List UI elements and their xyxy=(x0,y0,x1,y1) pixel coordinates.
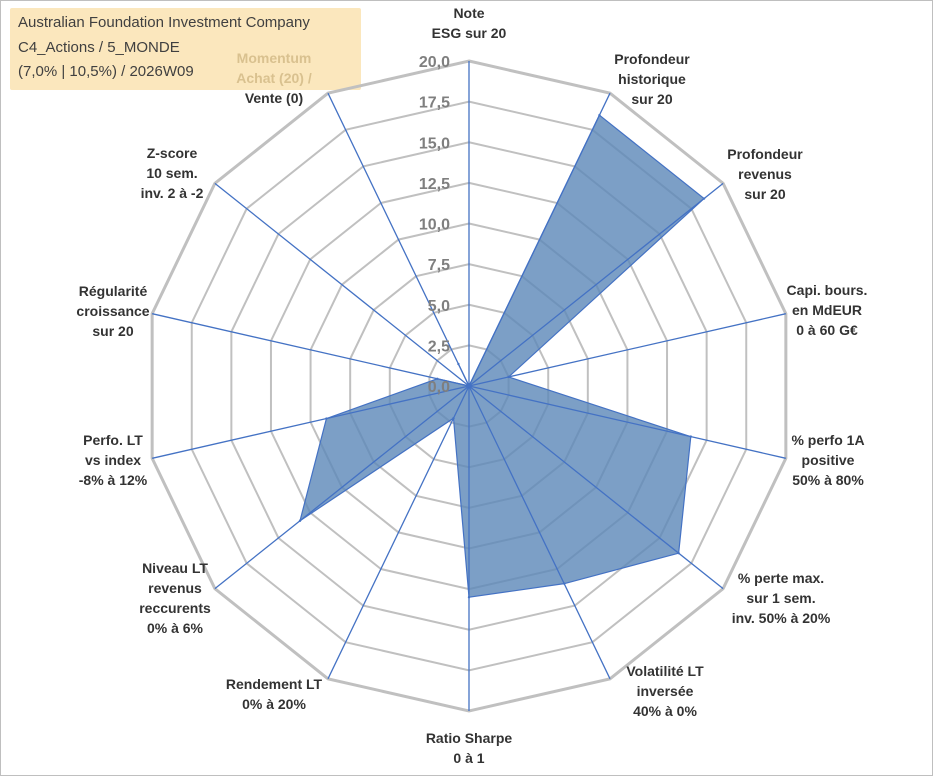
data-point xyxy=(562,582,566,585)
tick-label: 15,0 xyxy=(419,135,450,152)
axis-label: Rendement LT 0% à 20% xyxy=(226,676,323,712)
axis-label: Perfo. LT vs index -8% à 12% xyxy=(79,432,148,488)
tick-label: 20,0 xyxy=(419,54,450,71)
tick-label: 10,0 xyxy=(419,217,450,234)
axis-label: Volatilité LT inversée 40% à 0% xyxy=(626,663,704,719)
data-point xyxy=(467,384,471,388)
axis-spoke xyxy=(468,385,724,590)
axis-spoke xyxy=(468,182,724,387)
data-point xyxy=(467,596,471,599)
tick-label: 12,5 xyxy=(419,176,450,193)
axis-spoke xyxy=(468,385,786,459)
axis-spoke xyxy=(468,313,786,387)
params-label: (7,0% | 10,5%) / 2026W09 xyxy=(18,63,194,80)
axis-spoke xyxy=(468,92,611,387)
tick-label: 5,0 xyxy=(428,298,450,315)
data-point xyxy=(457,362,460,366)
axis-label: Note ESG sur 20 xyxy=(432,5,507,41)
axis-spoke xyxy=(468,385,611,680)
data-point xyxy=(452,417,455,420)
axis-spoke xyxy=(214,385,470,590)
data-point xyxy=(298,519,302,522)
data-point xyxy=(689,435,692,438)
tick-label: 7,5 xyxy=(428,257,450,274)
title-box: Australian Foundation Investment Company… xyxy=(10,8,361,90)
axis-label: % perfo 1A positive 50% à 80% xyxy=(791,432,864,488)
company-name: Australian Foundation Investment Company xyxy=(18,14,310,31)
tick-label: 17,5 xyxy=(419,95,450,112)
axis-label: % perte max. sur 1 sem. inv. 50% à 20% xyxy=(732,570,831,626)
category-label: C4_Actions / 5_MONDE xyxy=(18,39,180,56)
axis-label: Niveau LT revenus reccurents 0% à 6% xyxy=(139,560,211,636)
axis-label: Profondeur revenus sur 20 xyxy=(727,146,803,202)
axis-spoke xyxy=(327,385,470,680)
data-point xyxy=(436,377,439,380)
axis-label: Momentum Achat (20) / Vente (0) xyxy=(236,50,312,106)
data-point xyxy=(507,375,510,379)
axis-spoke xyxy=(152,313,470,387)
data-point xyxy=(325,417,328,420)
tick-label: 0,0 xyxy=(428,379,450,396)
axis-label: Régularité croissance sur 20 xyxy=(76,283,149,339)
axis-spoke xyxy=(327,92,470,387)
axis-label: Capi. bours. en MdEUR 0 à 60 G€ xyxy=(787,282,868,338)
axis-label: Profondeur historique sur 20 xyxy=(614,51,690,107)
data-point xyxy=(677,551,680,555)
axis-spoke xyxy=(152,385,470,459)
data-point xyxy=(598,113,601,117)
data-point xyxy=(702,197,706,200)
axis-label: Z-score 10 sem. inv. 2 à -2 xyxy=(141,145,204,201)
tick-label: 2,5 xyxy=(428,338,450,355)
axis-spoke xyxy=(214,182,470,387)
axis-label: Ratio Sharpe 0 à 1 xyxy=(426,730,513,766)
